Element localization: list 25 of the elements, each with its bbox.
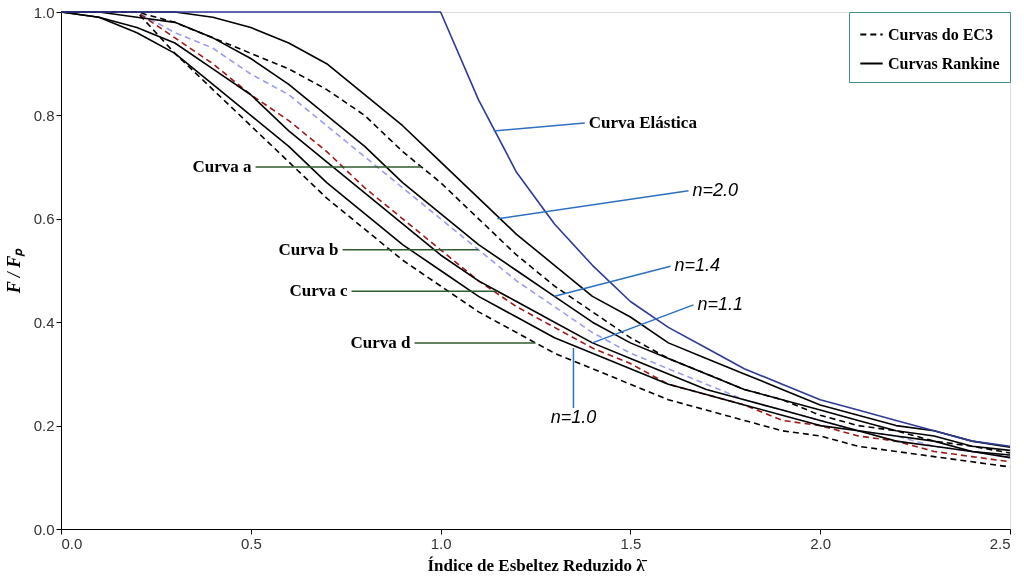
y-tick-label: 1.0	[33, 3, 55, 21]
legend-label: Curvas Rankine	[888, 54, 1000, 72]
annotation: Curva Elástica	[588, 112, 698, 132]
annotation: n=1.4	[674, 255, 721, 276]
x-tick-label: 2.0	[810, 534, 832, 552]
y-tick-label: 0.6	[33, 210, 55, 228]
annotation: n=1.0	[550, 407, 597, 428]
x-tick-label: 2.5	[989, 534, 1011, 552]
x-tick-label: 1.0	[430, 534, 452, 552]
y-tick-label: 0.8	[33, 106, 55, 124]
y-tick-label: 0.2	[33, 417, 55, 435]
annotation: Curva c	[289, 281, 348, 301]
y-tick-label: 0.4	[33, 313, 55, 331]
y-axis-title: F / Fₚ	[3, 247, 25, 295]
annotation: Curva a	[192, 157, 253, 177]
annotation: n=2.0	[692, 179, 739, 200]
x-axis-title: Índice de Esbeltez Reduzido λ̄	[427, 555, 648, 575]
annotation: Curva d	[350, 332, 412, 352]
annotation: n=1.1	[697, 293, 743, 314]
x-tick-label: 1.5	[620, 534, 642, 552]
legend-label: Curvas do EC3	[888, 25, 993, 43]
x-tick-label: 0.0	[61, 534, 83, 552]
y-tick-label: 0.0	[33, 520, 55, 538]
x-tick-label: 0.5	[240, 534, 262, 552]
annotation: Curva b	[278, 239, 339, 259]
